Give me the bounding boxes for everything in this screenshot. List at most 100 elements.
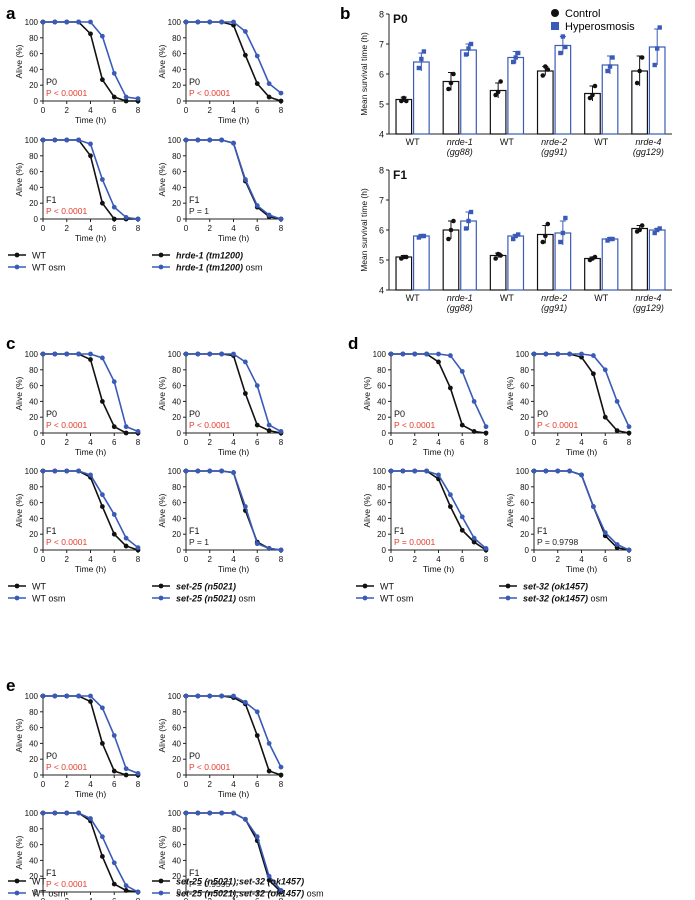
replicate-point: [540, 239, 546, 245]
data-point: [254, 383, 260, 388]
data-point: [555, 468, 561, 474]
y-tick-label: 0: [34, 771, 39, 780]
y-tick-label: 20: [172, 199, 181, 208]
data-point: [231, 693, 236, 699]
data-point: [40, 468, 46, 474]
x-tick-label: 2: [65, 438, 70, 447]
y-axis-title: Alive (%): [157, 835, 167, 869]
y-tick-label: 80: [172, 708, 181, 717]
legend-label: set-32 (ok1457): [523, 582, 588, 592]
data-point: [88, 816, 93, 821]
x-tick-label: 2: [208, 897, 213, 900]
replicate-point: [466, 218, 471, 224]
data-point: [183, 468, 189, 474]
data-point: [447, 492, 453, 498]
bar-control: [584, 257, 601, 291]
y-tick-label: 0: [34, 429, 39, 438]
data-point: [111, 768, 117, 774]
y-tick-label: 40: [29, 856, 38, 865]
y-axis-title: Alive (%): [505, 493, 515, 527]
data-point: [219, 351, 225, 357]
survival-plot-c-set25-f1: 0 20 40 60 80 100 0 2 4 6 8 Time (h) Alive (%) F1P = …: [157, 467, 284, 574]
y-tick-label: 100: [25, 809, 39, 818]
category-label: WT: [500, 137, 514, 147]
y-tick-label: 60: [377, 382, 386, 391]
y-tick-label: 8: [379, 10, 384, 20]
data-point: [231, 140, 236, 146]
replicate-point: [404, 254, 409, 260]
data-point: [543, 351, 549, 357]
bar-hyperosmosis: [460, 49, 477, 135]
data-point: [135, 771, 141, 776]
x-tick-label: 4: [231, 438, 236, 447]
replicate-point: [657, 226, 662, 231]
data-point: [76, 137, 82, 143]
replicate-point: [545, 67, 551, 72]
data-point: [626, 424, 632, 430]
replicate-point: [404, 98, 409, 104]
y-axis-title: Alive (%): [362, 493, 372, 527]
legend-control-marker: [551, 9, 559, 17]
y-tick-label: 60: [377, 499, 386, 508]
x-tick-label: 4: [88, 224, 93, 233]
x-axis-title: Time (h): [423, 564, 454, 574]
x-axis-title: Time (h): [218, 115, 249, 125]
legend-label: hrde-1 (tm1200): [176, 251, 243, 261]
generation-label: F1: [189, 195, 200, 205]
x-axis-title: Time (h): [218, 564, 249, 574]
legend-label: set-25 (n5021): [176, 582, 236, 592]
y-tick-label: 60: [172, 50, 181, 59]
data-point: [88, 357, 93, 362]
legend-marker: [14, 252, 20, 258]
y-tick-label: 6: [379, 70, 384, 80]
x-tick-label: 4: [88, 897, 93, 900]
x-tick-label: 2: [208, 106, 213, 115]
y-tick-label: 0: [177, 97, 182, 106]
data-point: [183, 351, 189, 357]
y-tick-label: 80: [172, 366, 181, 375]
y-tick-label: 40: [172, 739, 181, 748]
y-axis-title: Alive (%): [505, 376, 515, 410]
x-tick-label: 0: [41, 555, 46, 564]
survival-plot-e-dbl-p0: 0 20 40 60 80 100 0 2 4 6 8 Time (h) Alive (%) P0P < …: [157, 692, 284, 799]
x-tick-label: 8: [136, 555, 141, 564]
series-osm: [40, 810, 141, 895]
y-tick-label: 60: [172, 724, 181, 733]
data-point: [123, 543, 129, 549]
y-tick-label: 80: [172, 483, 181, 492]
data-point: [471, 539, 477, 545]
x-tick-label: 4: [579, 438, 584, 447]
panel-label-e: e: [6, 676, 15, 695]
data-point: [471, 535, 477, 541]
generation-label: P0: [394, 409, 405, 419]
survival-plot-d-wt-p0: 0 20 40 60 80 100 0 2 4 6 8 Time (h) Alive (%) P0P < …: [362, 350, 489, 457]
data-point: [183, 137, 189, 143]
x-tick-label: 4: [231, 106, 236, 115]
x-axis-title: Time (h): [218, 233, 249, 243]
panel-label-a: a: [6, 4, 16, 23]
x-tick-label: 4: [231, 897, 236, 900]
replicate-point: [498, 79, 503, 84]
y-axis-title: Mean survival time (h): [359, 32, 369, 116]
p-value-label: P < 0.0001: [46, 88, 87, 98]
y-tick-label: 40: [29, 183, 38, 192]
bar-hyperosmosis: [554, 44, 572, 135]
replicate-point: [590, 92, 595, 98]
y-axis-title: Alive (%): [14, 718, 24, 752]
data-point: [531, 468, 537, 474]
x-tick-label: 8: [136, 438, 141, 447]
bar-hyperosmosis: [412, 61, 430, 135]
x-tick-label: 2: [413, 438, 418, 447]
legend-marker: [158, 583, 164, 589]
x-tick-label: 8: [136, 106, 141, 115]
legend-marker: [362, 583, 368, 589]
x-tick-label: 8: [484, 555, 489, 564]
series-osm: [183, 693, 284, 770]
data-point: [242, 359, 248, 365]
replicate-point: [610, 55, 615, 60]
data-point: [278, 888, 284, 893]
data-point: [183, 693, 189, 699]
data-point: [52, 693, 58, 699]
data-point: [614, 399, 620, 404]
data-point: [64, 351, 70, 357]
